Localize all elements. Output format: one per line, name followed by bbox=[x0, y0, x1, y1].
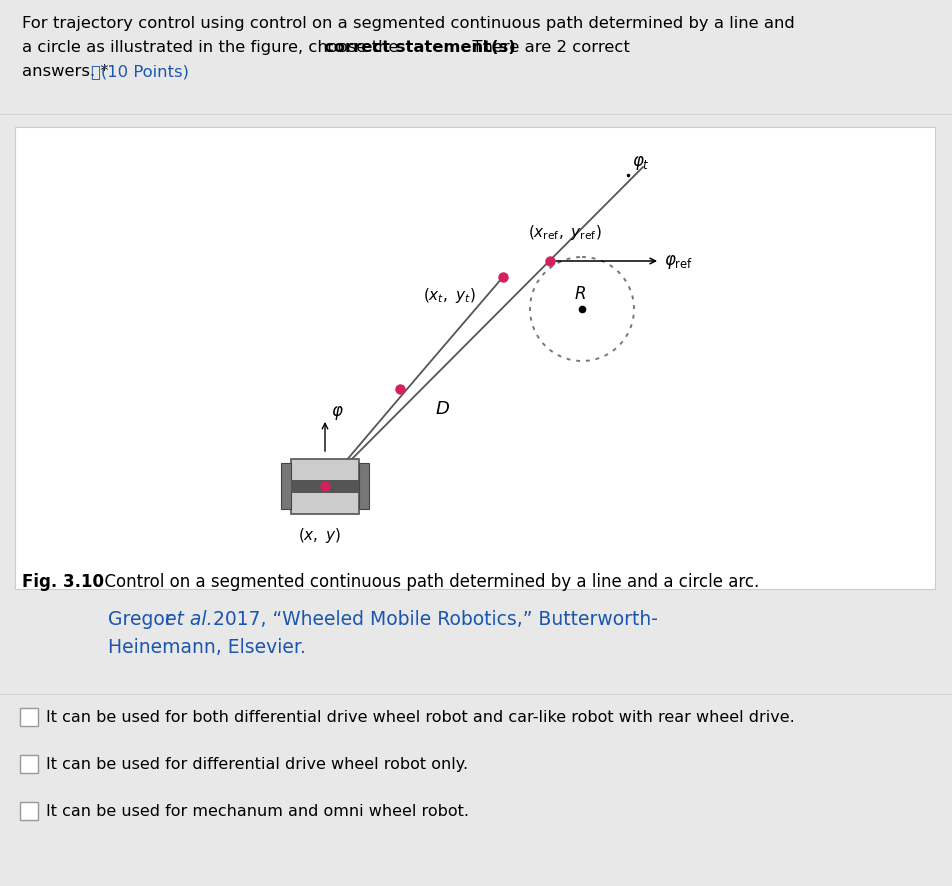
Bar bbox=[291, 480, 359, 494]
Text: It can be used for mechanum and omni wheel robot.: It can be used for mechanum and omni whe… bbox=[46, 804, 469, 819]
Bar bbox=[20, 802, 38, 820]
Text: Heinemann, Elsevier.: Heinemann, Elsevier. bbox=[108, 637, 306, 657]
Text: $(x_{\rm ref},\ y_{\rm ref})$: $(x_{\rm ref},\ y_{\rm ref})$ bbox=[528, 222, 602, 242]
Bar bbox=[359, 463, 369, 509]
Bar bbox=[20, 755, 38, 773]
Text: $R$: $R$ bbox=[574, 284, 586, 303]
Text: It can be used for both differential drive wheel robot and car-like robot with r: It can be used for both differential dri… bbox=[46, 710, 795, 725]
Text: $\varphi_{\rm ref}$: $\varphi_{\rm ref}$ bbox=[664, 253, 693, 271]
Text: correct statement(s): correct statement(s) bbox=[325, 40, 516, 55]
Text: $\varphi$: $\varphi$ bbox=[331, 403, 344, 422]
Bar bbox=[281, 463, 291, 509]
Text: answers. *: answers. * bbox=[22, 64, 113, 79]
Text: et al.: et al. bbox=[165, 610, 212, 628]
Text: $(x_t,\ y_t)$: $(x_t,\ y_t)$ bbox=[423, 285, 476, 305]
Bar bbox=[15, 128, 935, 589]
Bar bbox=[291, 460, 359, 515]
Text: $D$: $D$ bbox=[435, 400, 450, 417]
Text: $(x,\ y)$: $(x,\ y)$ bbox=[298, 525, 342, 544]
Text: $\varphi_t$: $\varphi_t$ bbox=[632, 154, 650, 172]
Bar bbox=[20, 708, 38, 727]
Text: Control on a segmented continuous path determined by a line and a circle arc.: Control on a segmented continuous path d… bbox=[94, 572, 760, 590]
Text: It can be used for differential drive wheel robot only.: It can be used for differential drive wh… bbox=[46, 757, 468, 772]
Text: a circle as illustrated in the figure, choose the: a circle as illustrated in the figure, c… bbox=[22, 40, 404, 55]
Text: . There are 2 correct: . There are 2 correct bbox=[462, 40, 629, 55]
Bar bbox=[0, 0, 952, 115]
Text: 2017, “Wheeled Mobile Robotics,” Butterworth-: 2017, “Wheeled Mobile Robotics,” Butterw… bbox=[207, 610, 658, 628]
Text: For trajectory control using control on a segmented continuous path determined b: For trajectory control using control on … bbox=[22, 16, 795, 31]
Text: Gregor: Gregor bbox=[108, 610, 179, 628]
Text: ⧉(10 Points): ⧉(10 Points) bbox=[91, 64, 189, 79]
Text: Fig. 3.10: Fig. 3.10 bbox=[22, 572, 104, 590]
